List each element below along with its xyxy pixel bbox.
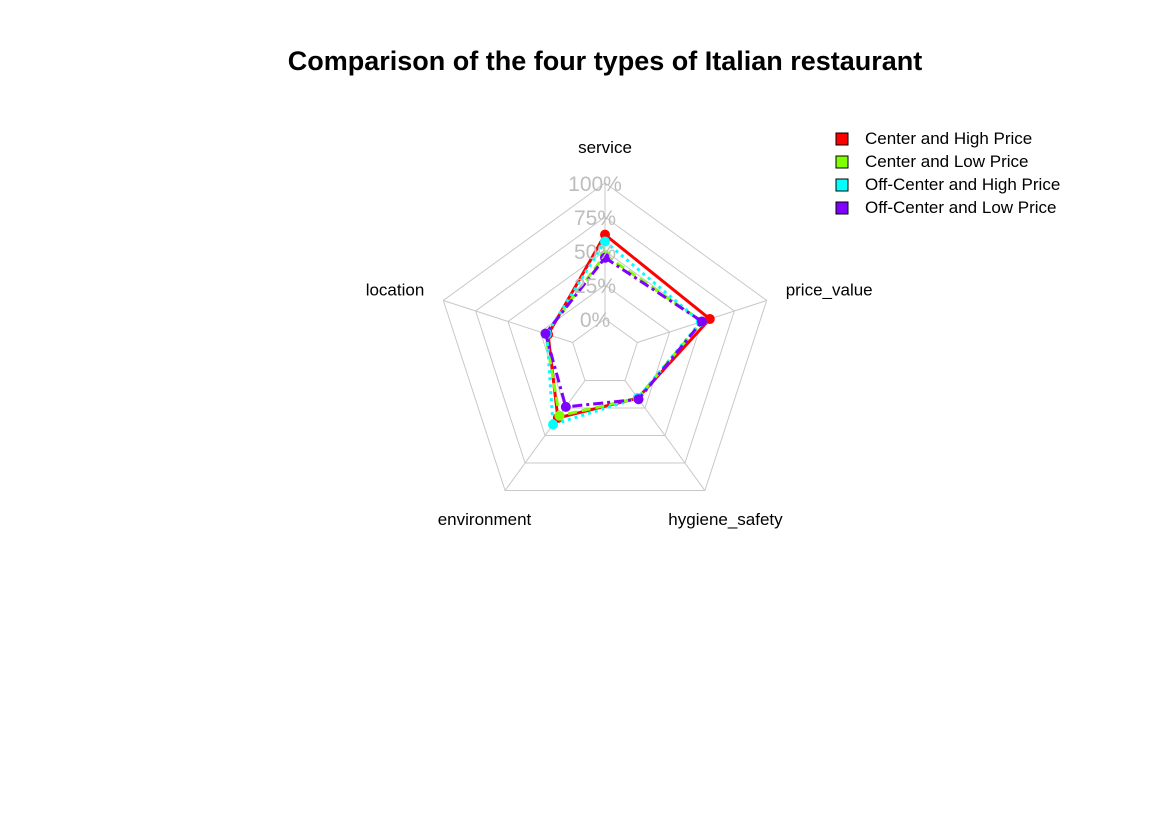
legend-label: Center and High Price <box>865 129 1032 148</box>
axis-labels: service price_value hygiene_safety environm… <box>366 138 873 529</box>
tick-label: 100% <box>568 173 622 196</box>
tick-label: 75% <box>574 207 616 230</box>
chart-title: Comparison of the four types of Italian … <box>288 46 923 76</box>
data-point <box>704 313 715 324</box>
series-line <box>544 253 704 418</box>
legend-label: Off-Center and Low Price <box>865 198 1057 217</box>
axis-label: hygiene_safety <box>668 510 783 529</box>
tick-label: 25% <box>574 275 616 298</box>
legend-label: Off-Center and High Price <box>865 175 1060 194</box>
legend-swatch <box>835 132 849 146</box>
grid-spoke <box>504 380 586 491</box>
tick-label: 0% <box>580 309 610 332</box>
grid-ring <box>475 216 735 464</box>
axis-label: location <box>366 281 425 300</box>
data-point <box>600 252 610 263</box>
legend-swatch <box>835 201 849 215</box>
legend-swatch <box>835 178 849 192</box>
axis-label: price_value <box>786 281 873 300</box>
legend-swatch <box>835 155 849 169</box>
tick-labels: 0% 25% 50% 75% 100% <box>568 173 622 332</box>
data-point <box>554 410 565 421</box>
series-0 <box>543 229 715 423</box>
series-line <box>544 256 704 409</box>
legend-label: Center and Low Price <box>865 152 1028 171</box>
data-point <box>548 419 559 430</box>
data-point <box>560 401 571 412</box>
data-point <box>540 328 551 339</box>
data-point <box>600 236 610 247</box>
grid-ring <box>572 318 638 382</box>
tick-label: 50% <box>574 241 616 264</box>
series-1 <box>540 250 708 421</box>
legend: Center and High Price Center and Low Pric… <box>835 129 1060 217</box>
series-3 <box>540 252 708 412</box>
data-point <box>633 394 644 405</box>
axis-label: environment <box>438 510 532 529</box>
axis-label: service <box>578 138 632 157</box>
grid-ring <box>442 182 768 492</box>
data-point <box>697 316 708 327</box>
series-layer <box>540 229 715 430</box>
series-line <box>546 233 712 420</box>
